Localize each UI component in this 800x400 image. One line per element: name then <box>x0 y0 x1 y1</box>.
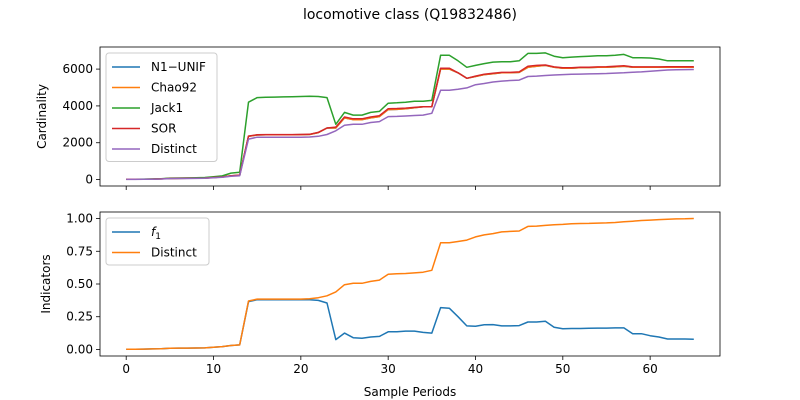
y-tick-label: 2000 <box>62 136 93 150</box>
y-tick-label: 0.75 <box>66 244 93 258</box>
x-tick-label: 60 <box>643 362 658 376</box>
series-line <box>126 68 694 181</box>
legend-box <box>105 52 218 162</box>
chart-panel-indicators: 0.00 0.25 0.50 0.75 1.00 0 10 20 30 40 50 60 Indicat… <box>39 211 721 376</box>
series-line <box>126 217 694 350</box>
x-tick-label: 30 <box>381 362 396 376</box>
x-tick-label: 10 <box>206 362 221 376</box>
y-axis-label: Cardinality <box>35 84 49 149</box>
legend-label: SOR <box>151 122 176 136</box>
x-tick-label: 0 <box>122 362 130 376</box>
legend-label: Chao92 <box>151 81 197 95</box>
series-line <box>126 52 694 180</box>
series-group <box>126 217 694 350</box>
y-axis-label: Indicators <box>39 254 53 313</box>
legend: N1−UNIF Chao92 Jack1 SOR Distinct <box>105 52 218 162</box>
x-tick-label: 50 <box>555 362 570 376</box>
legend-label: Jack1 <box>150 101 183 115</box>
y-tick-label: 0.25 <box>66 310 93 324</box>
legend-label: Distinct <box>151 246 197 260</box>
y-tick-label: 1.00 <box>66 212 93 226</box>
legend-label: Distinct <box>151 142 197 156</box>
axes-frame <box>99 211 721 357</box>
series-group <box>126 52 694 181</box>
axes-frame <box>99 46 721 187</box>
legend-label: N1−UNIF <box>151 60 206 74</box>
y-tick-label: 6000 <box>62 62 93 76</box>
y-tick-label: 0.00 <box>66 342 93 356</box>
y-tick-label: 4000 <box>62 99 93 113</box>
x-axis-label: Sample Periods <box>364 385 456 399</box>
x-tick-label: 40 <box>468 362 483 376</box>
x-tick-label: 20 <box>293 362 308 376</box>
chart-panel-cardinality: 0 2000 4000 6000 Cardinality N1−UNIF Chao92 Jac… <box>35 46 721 190</box>
legend-label: f1 <box>151 225 161 242</box>
legend: f1 Distinct <box>105 217 210 266</box>
y-tick-label: 0.50 <box>66 277 93 291</box>
figure-title: locomotive class (Q19832486) <box>303 7 517 23</box>
y-tick-label: 0 <box>85 173 93 187</box>
